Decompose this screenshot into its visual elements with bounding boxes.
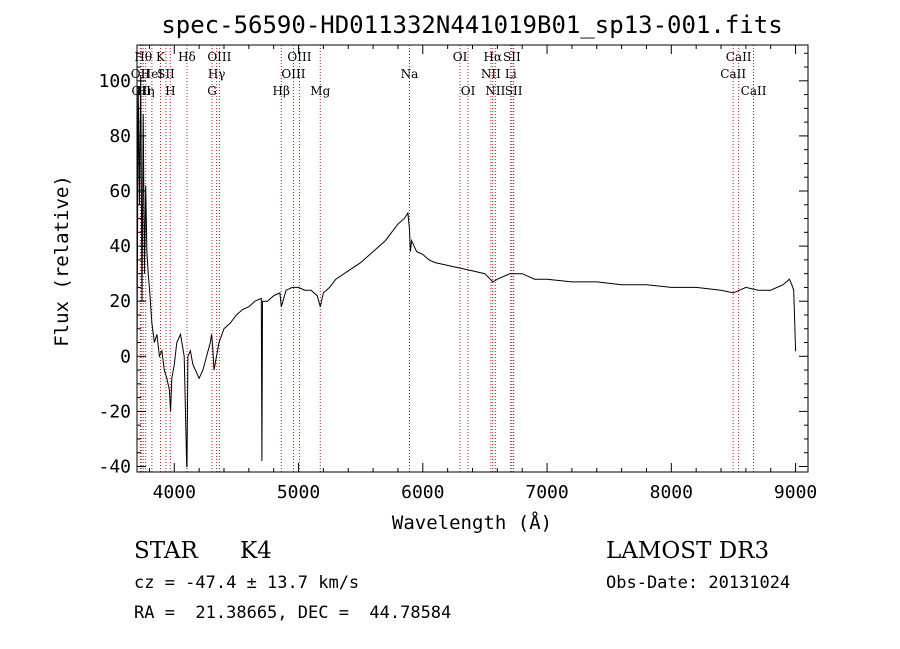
spectral-line-markers <box>139 45 755 472</box>
spectral-line-label: CaII <box>720 67 746 81</box>
spectral-line-label: Li <box>505 67 517 81</box>
spectral-line-label: SII <box>503 50 521 64</box>
spectral-line-label: CaII <box>726 50 752 64</box>
x-axis-ticks: 4000 5000 6000 7000 8000 9000 <box>148 45 817 503</box>
observation-date: Obs-Date: 20131024 <box>606 573 791 593</box>
y-tick-label: 100 <box>98 71 131 92</box>
spectral-line-label: SII <box>157 67 175 81</box>
spectral-line-label: H <box>165 84 175 98</box>
spectral-line-label: HeI <box>141 67 164 81</box>
y-tick-label: 60 <box>109 181 131 202</box>
x-tick-label: 7000 <box>525 482 568 503</box>
spectral-line-labels: OIIOIIHθHηHeIKSIIHHδGHγOIIIHβOIIIOIIIMgN… <box>131 50 767 98</box>
spectral-line-label: NII <box>481 67 501 81</box>
spectral-line-label: Na <box>401 67 419 81</box>
spectrum-line <box>136 75 797 467</box>
y-tick-label: 80 <box>109 126 131 147</box>
spectral-line-label: OII <box>132 84 152 98</box>
spectral-line-label: OI <box>453 50 468 64</box>
spectral-line-label: OIII <box>281 67 305 81</box>
y-tick-label: 40 <box>109 236 131 257</box>
object-class: STAR <box>134 538 198 564</box>
y-tick-label: -40 <box>98 456 131 477</box>
x-tick-label: 5000 <box>277 482 320 503</box>
spectral-line-label: OI <box>461 84 476 98</box>
chart-title: spec-56590-HD011332N441019B01_sp13-001.f… <box>161 11 782 39</box>
spectral-line-label: OIII <box>287 50 311 64</box>
y-tick-label: -20 <box>98 401 131 422</box>
x-tick-label: 6000 <box>401 482 444 503</box>
spectral-subclass: K4 <box>240 538 272 564</box>
y-tick-label: 20 <box>109 291 131 312</box>
x-tick-label: 8000 <box>650 482 693 503</box>
spectral-line-label: OIII <box>207 50 231 64</box>
y-axis-ticks: -40 -20 0 20 40 60 80 100 <box>98 52 808 477</box>
y-axis-label: Flux (relative) <box>51 175 73 347</box>
spectral-line-label: CaII <box>741 84 767 98</box>
x-tick-label: 4000 <box>153 482 196 503</box>
spectral-line-label: OII <box>131 67 151 81</box>
plot-frame <box>136 44 809 473</box>
y-tick-label: 0 <box>120 346 131 367</box>
spectral-line-label: NII <box>485 84 505 98</box>
survey-name: LAMOST DR3 <box>606 538 770 564</box>
spectral-line-label: SII <box>505 84 523 98</box>
spectral-line-label: G <box>207 84 217 98</box>
spectral-line-label: Hγ <box>208 67 226 81</box>
spectral-line-label: Hβ <box>273 84 290 98</box>
spectral-line-label: K <box>156 50 166 64</box>
spectral-line-label: Hη <box>137 84 155 98</box>
coordinates: RA = 21.38665, DEC = 44.78584 <box>134 603 452 623</box>
redshift-velocity: cz = -47.4 ± 13.7 km/s <box>134 573 360 593</box>
spectral-line-label: Hα <box>483 50 502 64</box>
x-axis-label: Wavelength (Å) <box>392 511 552 534</box>
spectral-line-label: Hδ <box>178 50 196 64</box>
spectral-line-label: Mg <box>310 84 330 98</box>
x-tick-label: 9000 <box>774 482 817 503</box>
